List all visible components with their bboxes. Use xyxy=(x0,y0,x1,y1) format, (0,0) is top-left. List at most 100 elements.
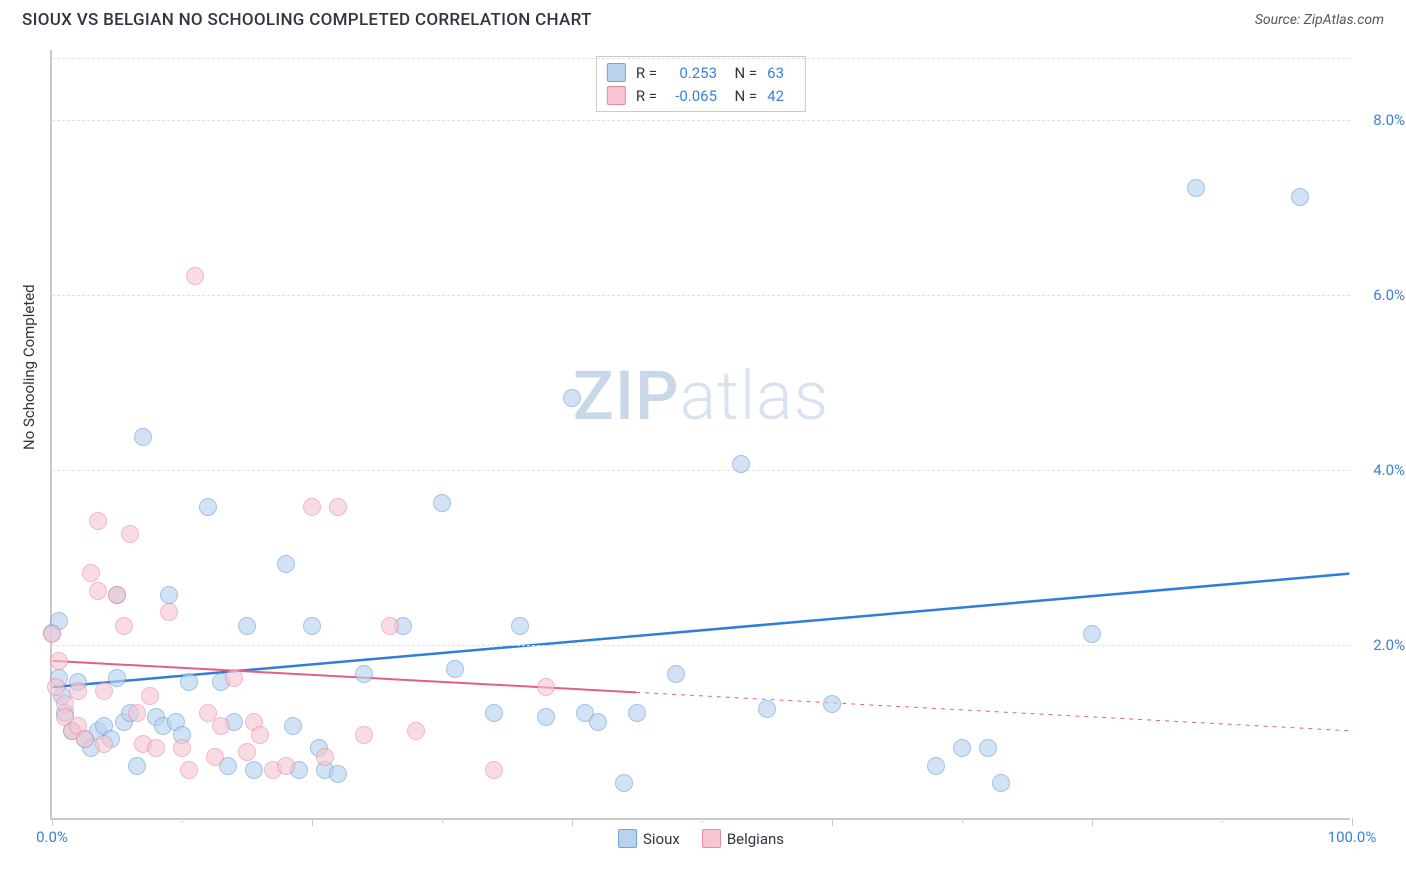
data-point-belgians xyxy=(225,669,243,687)
x-tick xyxy=(572,818,573,826)
source-label: Source: ZipAtlas.com xyxy=(1255,12,1384,28)
data-point-belgians xyxy=(173,739,191,757)
data-point-sioux xyxy=(1187,179,1205,197)
chart-title: SIOUX VS BELGIAN NO SCHOOLING COMPLETED … xyxy=(22,10,592,30)
stats-row-belgians: R = -0.065 N = 42 xyxy=(607,84,795,107)
data-point-sioux xyxy=(199,498,217,516)
data-point-sioux xyxy=(303,617,321,635)
swatch-belgians xyxy=(702,829,721,848)
n-label: N = xyxy=(727,64,757,82)
x-tick xyxy=(1352,818,1353,826)
data-point-sioux xyxy=(245,761,263,779)
gridline xyxy=(52,645,1350,646)
data-point-sioux xyxy=(485,704,503,722)
data-point-belgians xyxy=(485,761,503,779)
x-tick xyxy=(962,818,963,823)
y-tick-label: 2.0% xyxy=(1373,636,1405,654)
data-point-belgians xyxy=(407,722,425,740)
data-point-sioux xyxy=(511,617,529,635)
legend-label: Belgians xyxy=(727,830,784,848)
data-point-belgians xyxy=(251,726,269,744)
y-tick-label: 8.0% xyxy=(1373,111,1405,129)
y-tick-label: 4.0% xyxy=(1373,461,1405,479)
data-point-sioux xyxy=(446,660,464,678)
data-point-sioux xyxy=(823,695,841,713)
data-point-belgians xyxy=(95,682,113,700)
stats-box: R = 0.253 N = 63 R = -0.065 N = 42 xyxy=(596,56,806,112)
data-point-belgians xyxy=(147,739,165,757)
data-point-sioux xyxy=(927,757,945,775)
x-tick xyxy=(442,818,443,823)
y-tick-label: 6.0% xyxy=(1373,286,1405,304)
data-point-belgians xyxy=(128,704,146,722)
data-point-belgians xyxy=(69,682,87,700)
x-tick-label: 100.0% xyxy=(1328,828,1377,846)
data-point-sioux xyxy=(628,704,646,722)
n-value: 63 xyxy=(767,64,795,82)
n-label: N = xyxy=(727,87,757,105)
data-point-sioux xyxy=(128,757,146,775)
data-point-sioux xyxy=(732,455,750,473)
data-point-sioux xyxy=(355,665,373,683)
r-label: R = xyxy=(636,87,657,105)
data-point-sioux xyxy=(979,739,997,757)
data-point-belgians xyxy=(121,525,139,543)
data-point-belgians xyxy=(329,498,347,516)
legend-item-sioux: Sioux xyxy=(618,829,680,848)
data-point-belgians xyxy=(43,625,61,643)
n-value: 42 xyxy=(767,87,795,105)
data-point-belgians xyxy=(212,717,230,735)
data-point-sioux xyxy=(563,389,581,407)
data-point-sioux xyxy=(1083,625,1101,643)
x-tick-label: 0.0% xyxy=(36,828,68,846)
data-point-sioux xyxy=(238,617,256,635)
data-point-belgians xyxy=(381,617,399,635)
legend-item-belgians: Belgians xyxy=(702,829,784,848)
data-point-sioux xyxy=(160,586,178,604)
data-point-sioux xyxy=(667,665,685,683)
x-tick xyxy=(52,818,53,826)
r-label: R = xyxy=(636,64,657,82)
data-point-sioux xyxy=(953,739,971,757)
x-tick xyxy=(1222,818,1223,823)
data-point-belgians xyxy=(303,498,321,516)
data-point-belgians xyxy=(186,267,204,285)
swatch-sioux xyxy=(618,829,637,848)
data-point-sioux xyxy=(615,774,633,792)
data-point-belgians xyxy=(277,757,295,775)
swatch-belgians xyxy=(607,86,626,105)
data-point-belgians xyxy=(47,678,65,696)
x-tick xyxy=(312,818,313,826)
gridline xyxy=(52,58,1350,59)
data-point-belgians xyxy=(206,748,224,766)
data-point-belgians xyxy=(89,512,107,530)
y-axis-label: No Schooling Completed xyxy=(20,284,38,450)
r-value: 0.253 xyxy=(667,64,717,82)
data-point-sioux xyxy=(758,700,776,718)
data-point-belgians xyxy=(95,735,113,753)
legend-bottom: Sioux Belgians xyxy=(618,829,784,848)
data-point-belgians xyxy=(180,761,198,779)
data-point-belgians xyxy=(108,586,126,604)
data-point-sioux xyxy=(180,673,198,691)
swatch-sioux xyxy=(607,63,626,82)
trend-lines-svg xyxy=(52,50,1350,818)
data-point-sioux xyxy=(329,765,347,783)
data-point-belgians xyxy=(141,687,159,705)
data-point-belgians xyxy=(160,603,178,621)
data-point-sioux xyxy=(433,494,451,512)
data-point-belgians xyxy=(238,743,256,761)
x-tick xyxy=(182,818,183,823)
data-point-sioux xyxy=(277,555,295,573)
r-value: -0.065 xyxy=(667,87,717,105)
data-point-belgians xyxy=(82,564,100,582)
data-point-belgians xyxy=(89,582,107,600)
data-point-belgians xyxy=(50,652,68,670)
x-tick xyxy=(832,818,833,826)
scatter-chart: ZIPatlas R =0.253 N =63R =-0.065 N =42 S… xyxy=(50,50,1350,820)
data-point-belgians xyxy=(537,678,555,696)
data-point-belgians xyxy=(316,748,334,766)
data-point-belgians xyxy=(115,617,133,635)
data-point-sioux xyxy=(992,774,1010,792)
gridline xyxy=(52,470,1350,471)
